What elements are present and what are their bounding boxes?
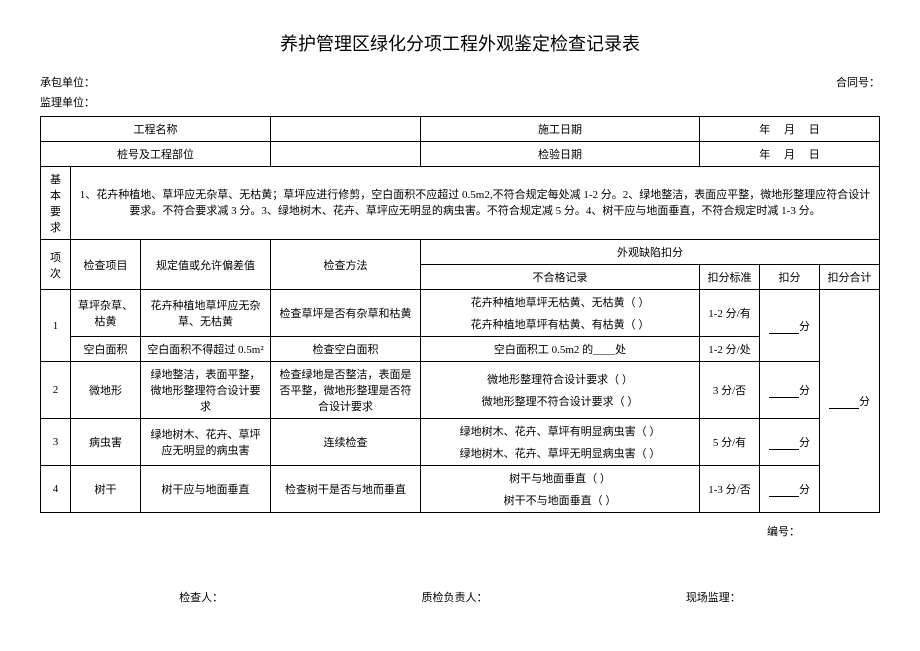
std-1a: 1-2 分/有: [700, 290, 760, 337]
col-total: 扣分合计: [820, 265, 880, 290]
construction-date-value: 年 月 日: [700, 117, 880, 142]
col-item: 检查项目: [71, 240, 141, 290]
col-seq: 项次: [41, 240, 71, 290]
qc-label: 质检负责人：: [421, 589, 487, 605]
col-noncon: 不合格记录: [421, 265, 700, 290]
record-1b: 空白面积工 0.5m2 的____处: [421, 337, 700, 362]
col-deduction: 扣分: [760, 265, 820, 290]
std-4: 1-3 分/否: [700, 466, 760, 513]
method-1b: 检查空白面积: [271, 337, 421, 362]
deduction-4: 分: [760, 466, 820, 513]
spec-2: 绿地整洁，表面平整，微地形整理符合设计要求: [141, 362, 271, 419]
pile-label: 桩号及工程部位: [41, 142, 271, 167]
item-1b: 空白面积: [71, 337, 141, 362]
method-2: 检查绿地是否整洁，表面是否平整，微地形整理是否符合设计要求: [271, 362, 421, 419]
construction-date-label: 施工日期: [421, 117, 700, 142]
method-4: 检查树干是否与地而垂直: [271, 466, 421, 513]
item-3: 病虫害: [71, 419, 141, 466]
header-info: 承包单位： 监理单位： 合同号：: [40, 74, 880, 110]
record-4: 树干与地面垂直（ ） 树干不与地面垂直（ ）: [421, 466, 700, 513]
ref-no-label: 编号：: [767, 523, 800, 539]
inspection-date-value: 年 月 日: [700, 142, 880, 167]
contract-no-label: 合同号：: [836, 74, 880, 110]
total: 分: [820, 290, 880, 513]
item-1a: 草坪杂草、枯黄: [71, 290, 141, 337]
deduction-3: 分: [760, 419, 820, 466]
seq-3: 3: [41, 419, 71, 466]
record-2: 微地形整理符合设计要求（ ） 微地形整理不符合设计要求（ ）: [421, 362, 700, 419]
spec-1a: 花卉种植地草坪应无杂草、无枯黄: [141, 290, 271, 337]
contractor-label: 承包单位：: [40, 74, 95, 90]
item-4: 树干: [71, 466, 141, 513]
requirements-text: 1、花卉种植地、草坪应无杂草、无枯黄；草坪应进行修剪，空白面积不应超过 0.5m…: [71, 167, 880, 240]
spec-4: 树干应与地面垂直: [141, 466, 271, 513]
supervisor-label: 监理单位：: [40, 94, 95, 110]
document-title: 养护管理区绿化分项工程外观鉴定检查记录表: [40, 30, 880, 56]
std-1b: 1-2 分/处: [700, 337, 760, 362]
col-std: 扣分标准: [700, 265, 760, 290]
std-3: 5 分/有: [700, 419, 760, 466]
col-method: 检查方法: [271, 240, 421, 290]
seq-2: 2: [41, 362, 71, 419]
deduction-2: 分: [760, 362, 820, 419]
seq-4: 4: [41, 466, 71, 513]
method-3: 连续检查: [271, 419, 421, 466]
inspection-date-label: 检验日期: [421, 142, 700, 167]
deduction-1: 分: [760, 290, 820, 362]
item-2: 微地形: [71, 362, 141, 419]
method-1a: 检查草坪是否有杂草和枯黄: [271, 290, 421, 337]
main-table: 工程名称 施工日期 年 月 日 桩号及工程部位 检验日期 年 月 日 基本要求 …: [40, 116, 880, 513]
spec-3: 绿地树木、花卉、草坪应无明显的病虫害: [141, 419, 271, 466]
record-3: 绿地树木、花卉、草坪有明显病虫害（ ） 绿地树木、花卉、草坪无明显病虫害（ ）: [421, 419, 700, 466]
inspector-label: 检查人：: [179, 589, 223, 605]
requirements-label: 基本要求: [41, 167, 71, 240]
signatures: 检查人： 质检负责人： 现场监理：: [40, 589, 880, 605]
record-1a: 花卉种植地草坪无枯黄、无枯黄（ ） 花卉种植地草坪有枯黄、有枯黄（ ）: [421, 290, 700, 337]
project-name-label: 工程名称: [41, 117, 271, 142]
seq-1: 1: [41, 290, 71, 362]
site-supervisor-label: 现场监理：: [686, 589, 741, 605]
col-defect-group: 外观缺陷扣分: [421, 240, 880, 265]
std-2: 3 分/否: [700, 362, 760, 419]
col-spec: 规定值或允许偏差值: [141, 240, 271, 290]
spec-1b: 空白面积不得超过 0.5m²: [141, 337, 271, 362]
